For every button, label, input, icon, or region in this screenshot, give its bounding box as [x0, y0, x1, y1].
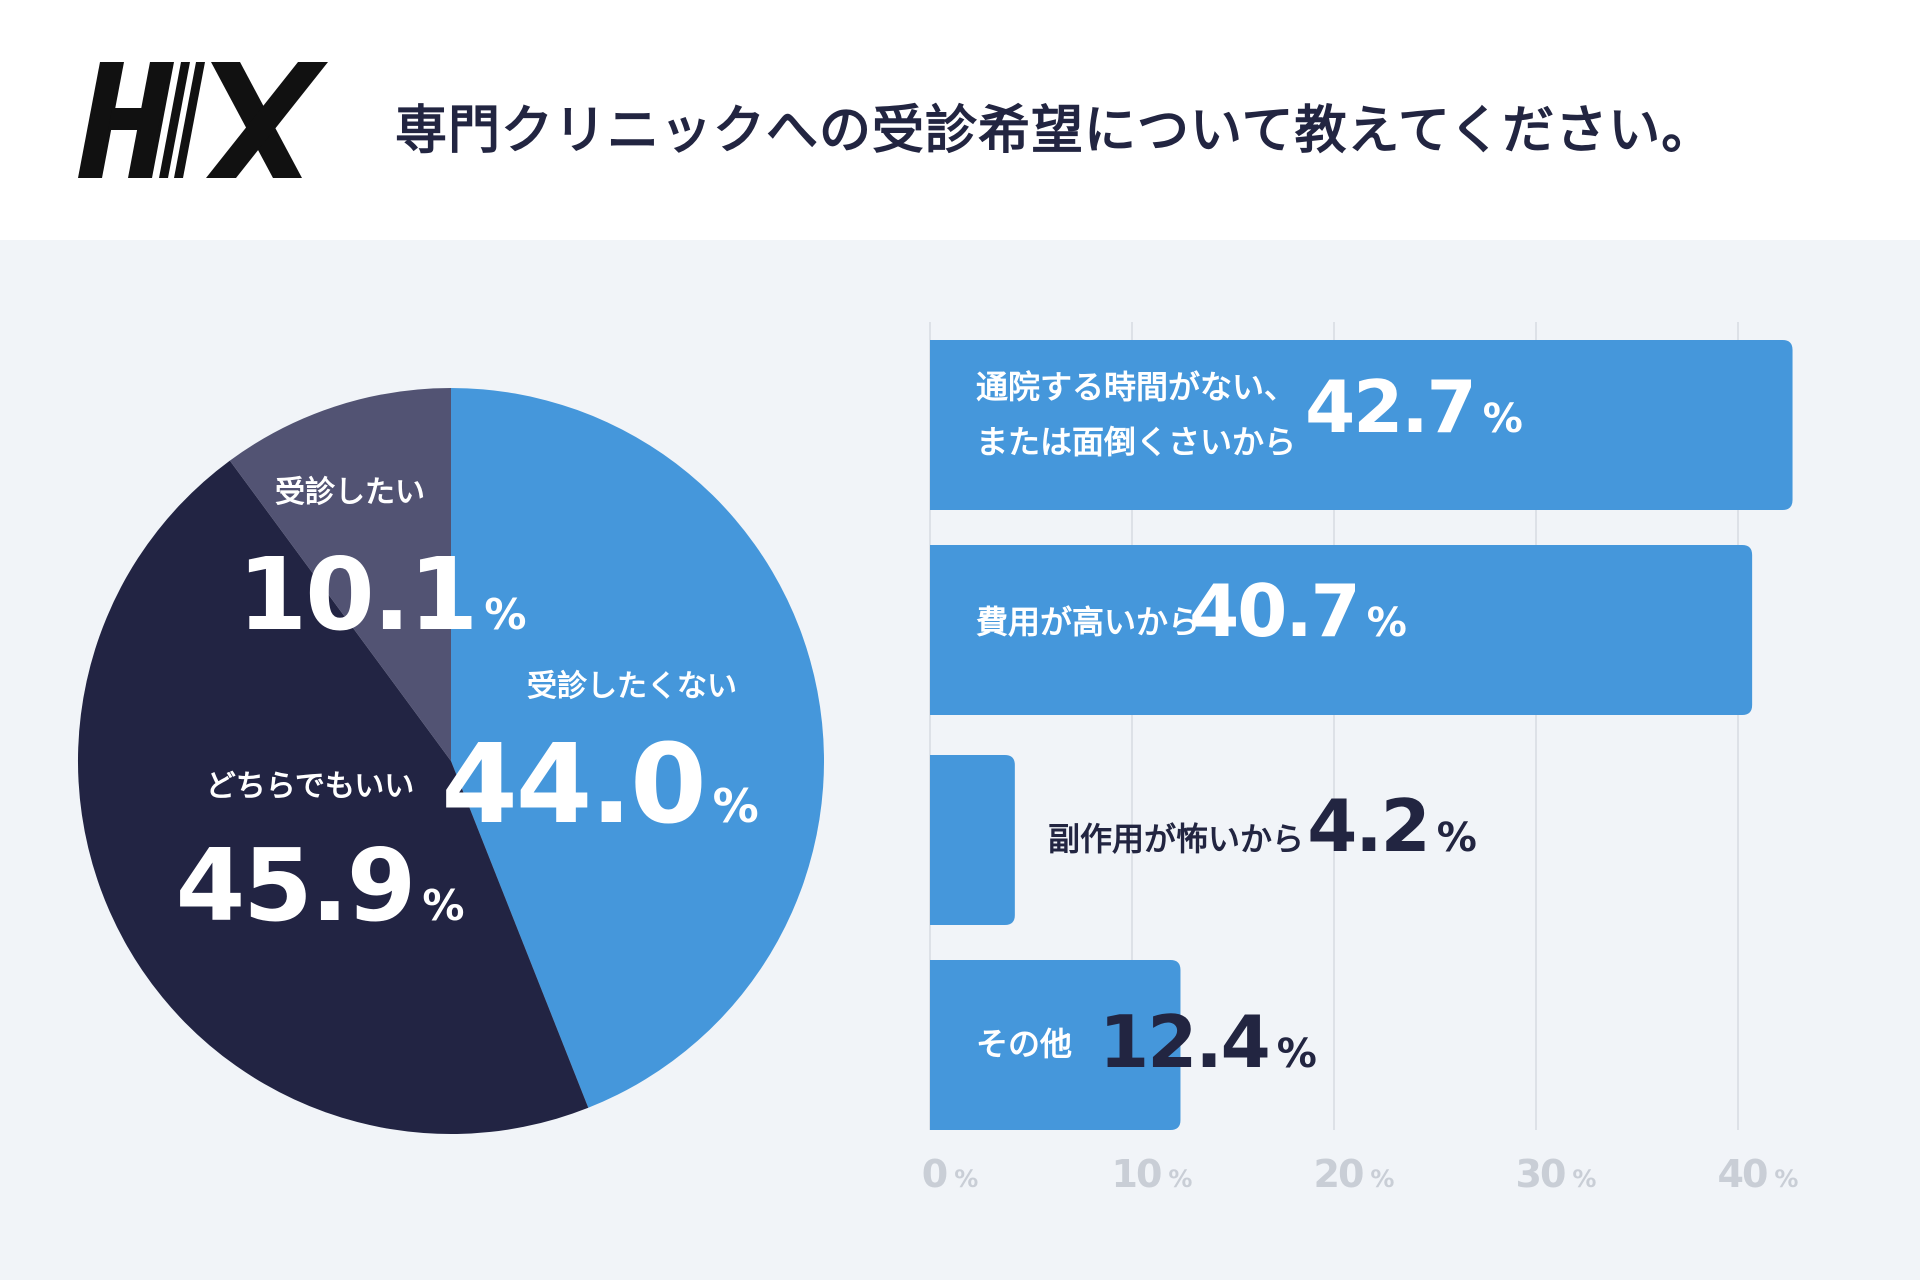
x-tick-label: 20%: [1314, 1152, 1395, 1196]
header: 専門クリニックへの受診希望について教えてください。: [0, 0, 1920, 240]
bar: [930, 340, 1793, 510]
pie-slice: [229, 388, 451, 761]
bar: [930, 960, 1181, 1130]
bar: [930, 545, 1753, 715]
bar-value-label: 4.2%: [1307, 784, 1477, 868]
bar-category-label: 費用が高いから: [976, 603, 1200, 641]
bar-category-label: 通院する時間がない、: [976, 368, 1296, 406]
pie-value-label: 45.9%: [176, 827, 465, 944]
pie-slice: [77, 460, 589, 1135]
bar-value-label: 42.7%: [1305, 365, 1523, 449]
pie-slice: [451, 388, 825, 1108]
bar: [930, 755, 1015, 925]
x-tick-label: 0%: [922, 1152, 979, 1196]
bar-value-label: 12.4%: [1099, 1000, 1317, 1084]
x-tick-label: 40%: [1718, 1152, 1799, 1196]
pie-value-label: 10.1%: [238, 536, 527, 653]
pie-slice-label: 受診したい: [275, 475, 425, 510]
pie-chart: 受診したくない 44.0 % どちらでもいい 45.9 % 受診したい 10.1%: [77, 388, 825, 1135]
pie-slice-label: どちらでもいい: [206, 769, 415, 804]
bar-category-label: その他: [976, 1025, 1072, 1063]
bar-value-label: 40.7%: [1189, 569, 1407, 653]
x-tick-label: 10%: [1112, 1152, 1193, 1196]
pie-slice-label: 受診したくない: [527, 669, 737, 704]
bar-category-label: または面倒くさいから: [976, 423, 1296, 461]
page-title: 専門クリニックへの受診希望について教えてください。: [395, 101, 1715, 161]
x-tick-label: 30%: [1516, 1152, 1597, 1196]
bar-category-label: 副作用が怖いから: [1048, 820, 1304, 858]
pie-value-label: 44.0%: [441, 720, 759, 848]
brand-logo: [78, 62, 328, 178]
